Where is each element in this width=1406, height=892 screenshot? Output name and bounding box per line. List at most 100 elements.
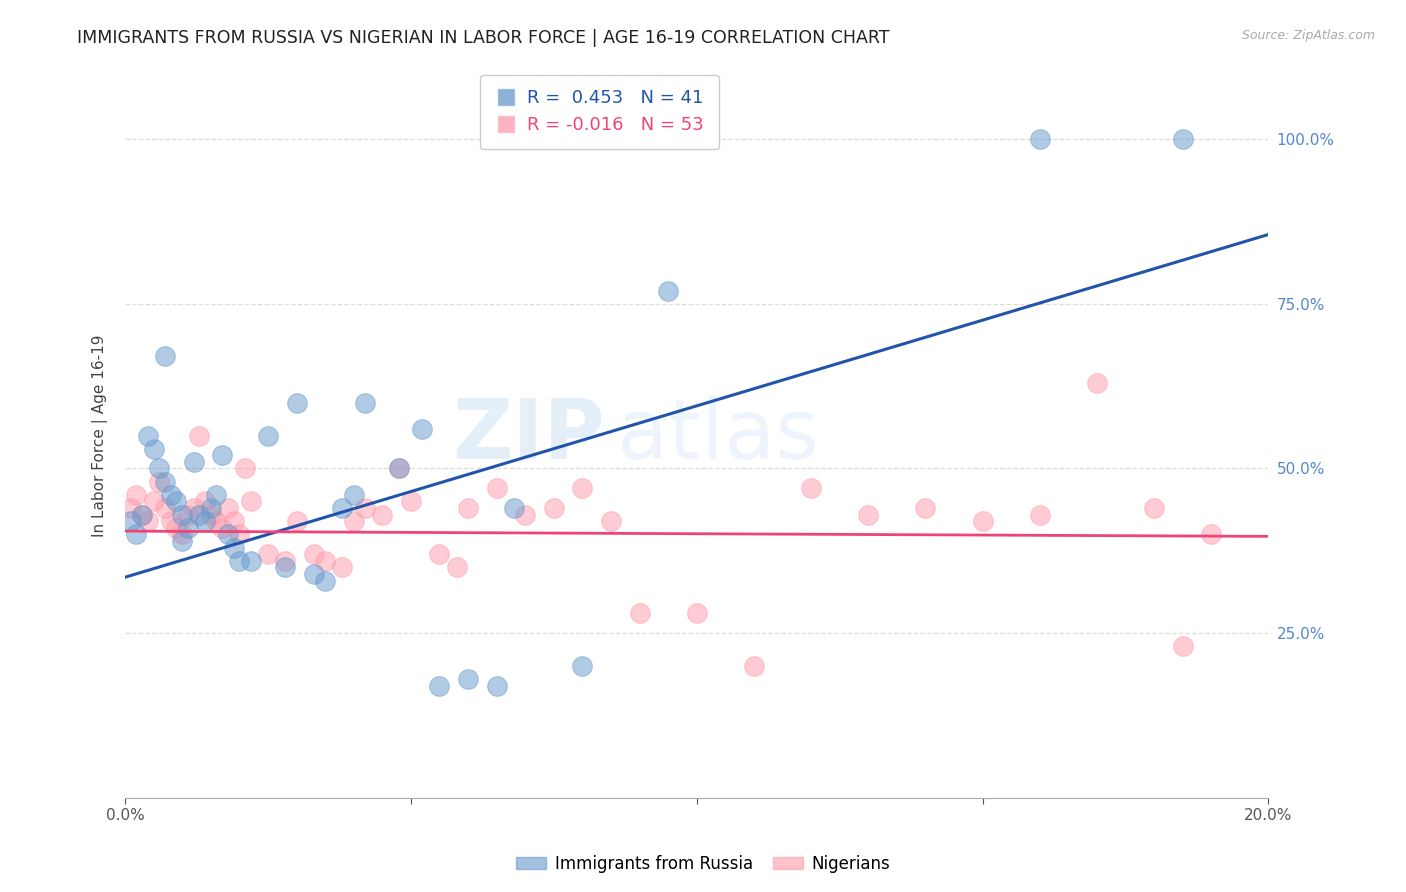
Point [205,488,228,502]
Point [858,508,880,522]
Point [172,527,194,541]
Legend: R =  0.453   N = 41, R = -0.016   N = 53: R = 0.453 N = 41, R = -0.016 N = 53 [481,75,718,149]
Point [222,541,245,555]
Point [1199,527,1222,541]
Point [142,442,165,456]
Point [205,514,228,528]
Point [1085,376,1108,390]
Point [239,494,262,508]
Point [354,395,377,409]
Point [388,461,411,475]
Point [257,428,280,442]
Point [233,461,256,475]
Point [257,547,280,561]
Point [302,566,325,581]
Text: atlas: atlas [617,395,818,476]
Point [125,527,148,541]
Point [502,501,524,516]
Point [399,494,422,508]
Point [446,560,468,574]
Point [457,501,479,516]
Point [285,514,308,528]
Point [159,514,181,528]
Point [222,514,245,528]
Point [914,501,936,516]
Point [183,455,205,469]
Point [543,501,565,516]
Text: Source: ZipAtlas.com: Source: ZipAtlas.com [1241,29,1375,42]
Point [571,481,593,495]
Point [330,501,353,516]
Point [148,461,170,475]
Point [302,547,325,561]
Point [457,673,479,687]
Point [1171,132,1194,146]
Point [1029,132,1052,146]
Point [515,508,537,522]
Point [136,514,159,528]
Point [188,428,211,442]
Point [120,501,142,516]
Point [411,422,433,436]
Point [485,481,508,495]
Legend: Immigrants from Russia, Nigerians: Immigrants from Russia, Nigerians [509,848,897,880]
Point [125,488,148,502]
Point [429,547,451,561]
Point [172,508,194,522]
Point [686,607,709,621]
Point [211,448,233,462]
Point [657,284,679,298]
Point [1171,640,1194,654]
Point [1143,501,1166,516]
Point [274,554,297,568]
Point [239,554,262,568]
Point [330,560,353,574]
Point [354,501,377,516]
Point [228,554,250,568]
Y-axis label: In Labor Force | Age 16-19: In Labor Force | Age 16-19 [93,334,108,537]
Point [217,501,239,516]
Point [571,659,593,673]
Point [628,607,651,621]
Point [217,527,239,541]
Point [153,350,176,364]
Point [153,475,176,489]
Point [371,508,394,522]
Point [172,533,194,548]
Point [142,494,165,508]
Text: IMMIGRANTS FROM RUSSIA VS NIGERIAN IN LABOR FORCE | AGE 16-19 CORRELATION CHART: IMMIGRANTS FROM RUSSIA VS NIGERIAN IN LA… [77,29,890,46]
Point [194,494,217,508]
Point [131,508,153,522]
Point [285,395,308,409]
Point [314,554,336,568]
Point [1029,508,1052,522]
Point [800,481,823,495]
Point [429,679,451,693]
Point [742,659,765,673]
Point [194,514,217,528]
Point [485,679,508,693]
Point [183,501,205,516]
Point [131,508,153,522]
Point [177,521,200,535]
Point [136,428,159,442]
Point [188,508,211,522]
Point [159,488,181,502]
Point [211,521,233,535]
Point [200,508,222,522]
Point [120,514,142,528]
Point [314,574,336,588]
Point [600,514,623,528]
Point [274,560,297,574]
Point [388,461,411,475]
Point [343,514,366,528]
Point [165,494,187,508]
Point [343,488,366,502]
Point [165,521,187,535]
Point [153,501,176,516]
Point [148,475,170,489]
Text: ZIP: ZIP [453,395,605,476]
Point [177,508,200,522]
Point [972,514,994,528]
Point [200,501,222,516]
